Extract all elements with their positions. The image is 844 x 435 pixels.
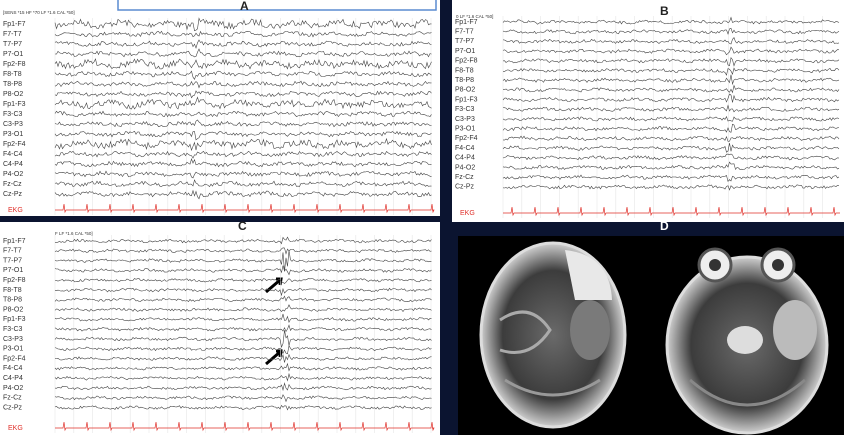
channel-label: P7-O1 [3,51,23,58]
channel-label: P8-O2 [3,91,23,98]
channel-label: Fp2-F8 [455,58,478,65]
channel-label: C3-P3 [455,116,475,123]
channel-label: Fp1-F7 [3,238,26,245]
channel-label: Fp2-F4 [3,355,26,362]
channel-label: T7-P7 [3,257,22,264]
channel-label: Fz-Cz [3,181,22,188]
channel-label: C4-P4 [3,375,23,382]
recording-settings: [SENS *15 HF *70 LF *1.6 CAL *50] [3,10,75,15]
channel-label: P4-O2 [455,164,475,171]
channel-label: F3-C3 [3,111,23,118]
channel-label: F8-T8 [3,71,22,78]
channel-label: Fp2-F8 [3,277,26,284]
channel-label: F8-T8 [455,67,474,74]
channel-label: Cz-Pz [3,404,23,411]
channel-label: T7-P7 [3,41,22,48]
channel-label: Fp2-F4 [455,135,478,142]
channel-label: C3-P3 [3,336,23,343]
ekg-label: EKG [8,207,23,214]
channel-label: Fz-Cz [3,395,22,402]
channel-label: Fp2-F8 [3,61,26,68]
channel-label: F7-T7 [3,248,22,255]
channel-label: T8-P8 [3,297,22,304]
panel-label: D [660,219,669,233]
channel-label: F8-T8 [3,287,22,294]
channel-label: Fp2-F4 [3,141,26,148]
channel-label: Fp1-F3 [455,96,478,103]
channel-label: P3-O1 [455,126,475,133]
panel-label: C [238,219,247,233]
channel-label: T8-P8 [3,81,22,88]
channel-label: Fp1-F3 [3,316,26,323]
channel-label: F7-T7 [3,31,22,38]
ekg-label: EKG [8,425,23,432]
channel-label: P3-O1 [3,131,23,138]
ekg-label: EKG [460,210,475,217]
channel-label: Fp1-F7 [455,19,478,26]
channel-label: T7-P7 [455,38,474,45]
channel-label: F7-T7 [455,29,474,36]
channel-label: P3-O1 [3,346,23,353]
channel-label: F4-C4 [3,365,23,372]
channel-label: F4-C4 [455,145,475,152]
channel-label: Fp1-F3 [3,101,26,108]
channel-label: Fz-Cz [455,174,474,181]
channel-label: F3-C3 [455,106,475,113]
figure: A [SENS *15 HF *70 LF *1.6 CAL *50] Fp1-F7… [0,0,844,435]
channel-label: Cz-Pz [455,184,475,191]
panel-label: B [660,4,669,18]
channel-label: C4-P4 [455,155,475,162]
channel-label: C3-P3 [3,121,23,128]
channel-label: P7-O1 [3,267,23,274]
channel-label: F4-C4 [3,151,23,158]
channel-label: P8-O2 [3,306,23,313]
channel-label: P4-O2 [3,171,23,178]
channel-label: C4-P4 [3,161,23,168]
channel-label: P8-O2 [455,87,475,94]
channel-label: P4-O2 [3,385,23,392]
channel-label: Fp1-F7 [3,21,26,28]
channel-label: T8-P8 [455,77,474,84]
caption-box [118,0,436,10]
panel-label: A [240,0,249,13]
channel-label: Cz-Pz [3,191,23,198]
channel-label: F3-C3 [3,326,23,333]
page: A [SENS *15 HF *70 LF *1.6 CAL *50] Fp1-F7… [0,0,844,435]
channel-label: P7-O1 [455,48,475,55]
